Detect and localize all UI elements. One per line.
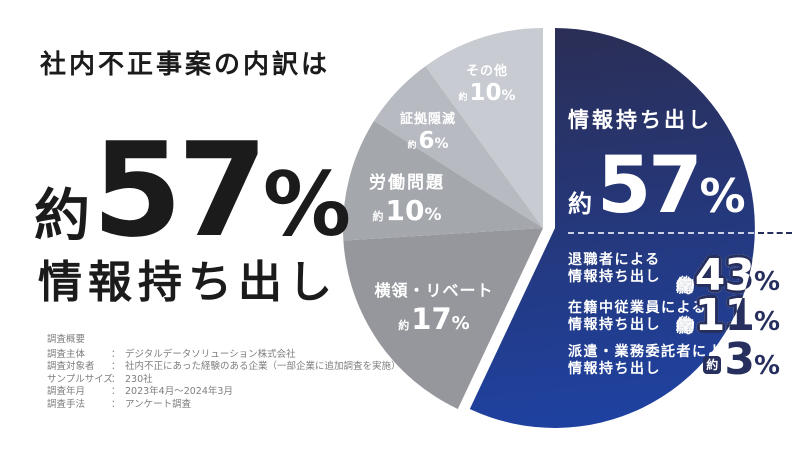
survey-row-value: 2023年4月～2024年3月 xyxy=(125,386,233,398)
breakdown-value-retirees: 約 43% 約 43% xyxy=(678,250,780,301)
headline-subject: 情報持ち出し xyxy=(38,257,338,308)
headline-percentage: 約 57% xyxy=(34,125,351,255)
survey-row-value: 社内不正にあった経験のある企業（一部企業に追加調査を実施） xyxy=(125,361,401,373)
headline-number: 57 xyxy=(92,114,268,266)
survey-row-colon: ： xyxy=(111,386,121,398)
survey-row-colon: ： xyxy=(111,361,121,373)
pie-slice-labor-issues xyxy=(342,120,543,241)
survey-row-label: 調査手法 xyxy=(47,398,86,410)
pie-slice-embezzlement-rebate xyxy=(343,228,543,409)
survey-row: 調査手法 ： アンケート調査 xyxy=(47,399,401,411)
breakdown-value-current-employees: 約 11% 約 11% xyxy=(678,290,780,341)
pie-label-evidence-destruction: 証拠隠滅 約 6% xyxy=(399,112,456,154)
page-title: 社内不正事案の内訳は xyxy=(40,50,331,80)
survey-row: サンプルサイズ ： 230社 xyxy=(47,374,401,386)
divider-dashed-line-tail xyxy=(758,232,792,234)
survey-overview: 調査概要 調査主体 ： デジタルデータソリューション株式会社 調査対象者 ： 社… xyxy=(47,331,401,411)
breakdown-label-retirees: 退職者による 情報持ち出し xyxy=(568,252,661,285)
breakdown-label-current-employees: 在籍中従業員による 情報持ち出し xyxy=(568,300,708,333)
pie-label-other: その他 約 10% xyxy=(458,64,516,106)
survey-row: 調査対象者 ： 社内不正にあった経験のある企業（一部企業に追加調査を実施） xyxy=(47,361,401,373)
survey-row-colon: ： xyxy=(111,373,121,385)
survey-row-value: デジタルデータソリューション株式会社 xyxy=(125,349,296,360)
headline-approx: 約 xyxy=(34,184,90,249)
pie-slice-other xyxy=(425,27,543,228)
survey-row-label: 調査年月 xyxy=(47,386,86,398)
survey-row-value: 230社 xyxy=(125,373,153,385)
pie-label-embezzlement-rebate: 横領・リベート 約 17% xyxy=(374,281,494,336)
breakdown-label-contractors: 派遣・業務委託者による 情報持ち出し xyxy=(568,344,739,377)
survey-rows: 調査主体 ： デジタルデータソリューション株式会社 調査対象者 ： 社内不正にあ… xyxy=(47,349,401,411)
pie-slice-information-takeout xyxy=(469,28,755,428)
pie-value-information-takeout: 約 57% xyxy=(568,141,746,231)
divider-dashed-line xyxy=(568,232,754,234)
survey-row: 調査主体 ： デジタルデータソリューション株式会社 xyxy=(47,349,401,361)
survey-heading: 調査概要 xyxy=(47,334,86,345)
survey-row-label: サンプルサイズ xyxy=(47,373,113,385)
survey-row-label: 調査対象者 xyxy=(47,361,95,373)
pie-label-information-takeout: 情報持ち出し xyxy=(568,108,712,132)
survey-row-colon: ： xyxy=(111,398,121,410)
survey-row: 調査年月 ： 2023年4月～2024年3月 xyxy=(47,386,401,398)
headline-percent-sign: % xyxy=(262,153,352,256)
pie-slice-evidence-destruction xyxy=(374,66,543,228)
survey-row-colon: ： xyxy=(111,349,121,360)
survey-row-label: 調査主体 xyxy=(47,349,86,360)
breakdown-value-contractors: 約3% 約3% xyxy=(658,338,780,390)
survey-row-value: アンケート調査 xyxy=(125,398,192,410)
pie-label-labor-issues: 労働問題 約 10% xyxy=(369,173,445,227)
